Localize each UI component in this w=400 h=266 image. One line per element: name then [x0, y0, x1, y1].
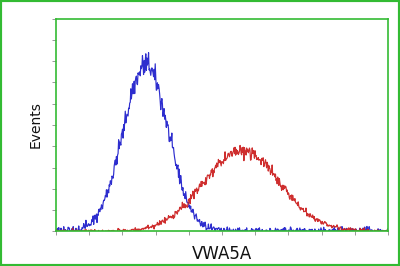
- X-axis label: VWA5A: VWA5A: [192, 245, 252, 263]
- Y-axis label: Events: Events: [29, 102, 43, 148]
